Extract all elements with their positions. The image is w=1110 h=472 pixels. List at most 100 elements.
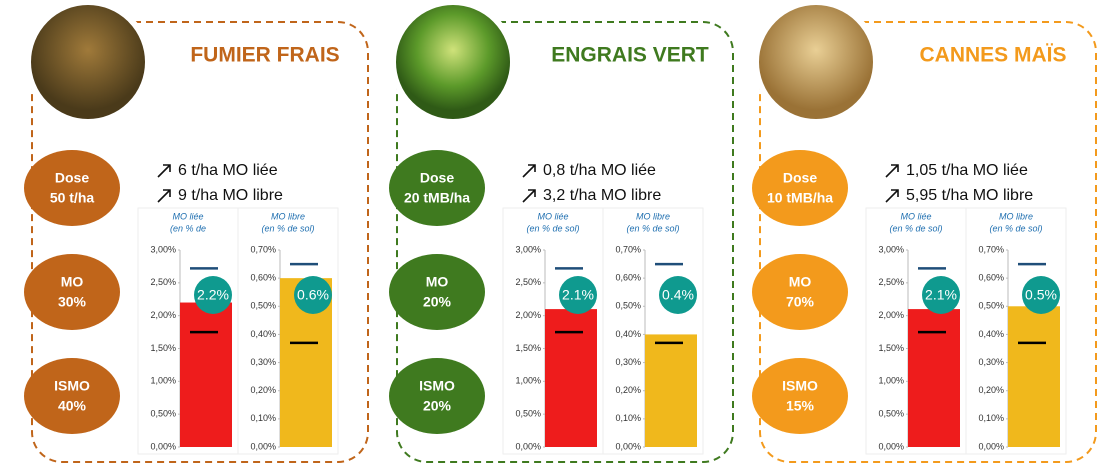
gain-text: 9 t/ha MO libre (178, 187, 283, 204)
y-tick-label: 0,00% (878, 441, 904, 451)
panel-border (759, 21, 1097, 463)
y-tick-label: 0,00% (515, 441, 541, 451)
y-tick-label: 0,00% (150, 441, 176, 451)
y-tick-label: 3,00% (150, 244, 176, 254)
gain-text: 3,2 t/ha MO libre (543, 187, 661, 204)
chart-title: MO liée (900, 211, 931, 221)
y-tick-label: 0,40% (978, 329, 1004, 339)
mo-label: MO (61, 274, 84, 290)
y-tick-label: 0,50% (515, 409, 541, 419)
y-tick-label: 0,10% (978, 413, 1004, 423)
dose-label: Dose (55, 170, 89, 186)
gain-text: 1,05 t/ha MO liée (906, 162, 1028, 179)
photo (25, 0, 151, 125)
y-tick-label: 1,50% (150, 343, 176, 353)
y-tick-label: 0,30% (978, 357, 1004, 367)
chart-title: MO libre (999, 211, 1033, 221)
ismo-value: 20% (423, 398, 452, 414)
y-tick-label: 0,20% (615, 385, 641, 395)
chart-title: MO liée (537, 211, 568, 221)
ismo-value: 15% (786, 398, 815, 414)
bar (180, 302, 232, 447)
value-badge (194, 276, 232, 314)
y-tick-label: 0,60% (978, 273, 1004, 283)
y-tick-label: 0,00% (978, 441, 1004, 451)
dose-badge (389, 150, 485, 226)
y-tick-label: 2,00% (150, 310, 176, 320)
mo-label: MO (789, 274, 812, 290)
chart-title: (en % de sol) (261, 223, 314, 233)
y-tick-label: 1,50% (878, 343, 904, 353)
y-tick-label: 1,00% (515, 376, 541, 386)
y-tick-label: 0,70% (250, 244, 276, 254)
y-tick-label: 0,50% (978, 301, 1004, 311)
value-badge (559, 276, 597, 314)
y-tick-label: 2,50% (878, 277, 904, 287)
y-tick-label: 0,50% (150, 409, 176, 419)
y-tick-label: 0,60% (615, 273, 641, 283)
value-badge (1022, 276, 1060, 314)
bar (645, 334, 697, 447)
y-tick-label: 0,20% (250, 385, 276, 395)
value-badge (294, 276, 332, 314)
chart-title: (en % de sol) (526, 223, 579, 233)
y-tick-label: 2,00% (878, 310, 904, 320)
y-tick-label: 0,10% (615, 413, 641, 423)
panel-title: CANNES MAÏS (919, 44, 1066, 67)
mo-badge (389, 254, 485, 330)
ismo-label: ISMO (782, 378, 818, 394)
value-label: 0.4% (662, 287, 694, 303)
y-tick-label: 1,50% (515, 343, 541, 353)
gain-text: 5,95 t/ha MO libre (906, 187, 1033, 204)
value-label: 2.2% (197, 287, 229, 303)
arrow-icon (522, 189, 536, 203)
y-tick-label: 2,50% (150, 277, 176, 287)
ismo-badge (389, 358, 485, 434)
arrow-icon (885, 189, 899, 203)
mo-badge (752, 254, 848, 330)
value-label: 2.1% (925, 287, 957, 303)
y-tick-label: 0,30% (615, 357, 641, 367)
bar (1008, 306, 1060, 447)
chart-title: MO libre (636, 211, 670, 221)
ismo-value: 40% (58, 398, 87, 414)
dose-label: Dose (420, 170, 454, 186)
dose-label: Dose (783, 170, 817, 186)
chart-title: (en % de sol) (989, 223, 1042, 233)
y-tick-label: 1,00% (878, 376, 904, 386)
gain-text: 6 t/ha MO liée (178, 162, 278, 179)
mo-label: MO (426, 274, 449, 290)
y-tick-label: 0,70% (615, 244, 641, 254)
dose-value: 10 tMB/ha (767, 190, 833, 206)
arrow-icon (885, 164, 899, 178)
y-tick-label: 2,00% (515, 310, 541, 320)
panel-border (396, 21, 734, 463)
y-tick-label: 0,00% (250, 441, 276, 451)
y-tick-label: 0,20% (978, 385, 1004, 395)
y-tick-label: 0,00% (615, 441, 641, 451)
bar (908, 309, 960, 447)
value-label: 0.5% (1025, 287, 1057, 303)
ismo-label: ISMO (419, 378, 455, 394)
mo-value: 30% (58, 294, 87, 310)
y-tick-label: 3,00% (878, 244, 904, 254)
ismo-label: ISMO (54, 378, 90, 394)
y-tick-label: 0,50% (878, 409, 904, 419)
panel-title: FUMIER FRAIS (190, 44, 339, 67)
mo-value: 20% (423, 294, 452, 310)
arrow-icon (522, 164, 536, 178)
y-tick-label: 3,00% (515, 244, 541, 254)
photo (753, 0, 879, 125)
chart-title: (en % de sol) (626, 223, 679, 233)
value-label: 0.6% (297, 287, 329, 303)
panel-border (31, 21, 369, 463)
chart-title: (en % de sol) (889, 223, 942, 233)
dose-value: 50 t/ha (50, 190, 95, 206)
value-badge (922, 276, 960, 314)
chart-title: MO liée (172, 211, 203, 221)
chart-title: (en % de (170, 223, 206, 233)
dose-badge (752, 150, 848, 226)
y-tick-label: 0,30% (250, 357, 276, 367)
y-tick-label: 0,50% (250, 301, 276, 311)
